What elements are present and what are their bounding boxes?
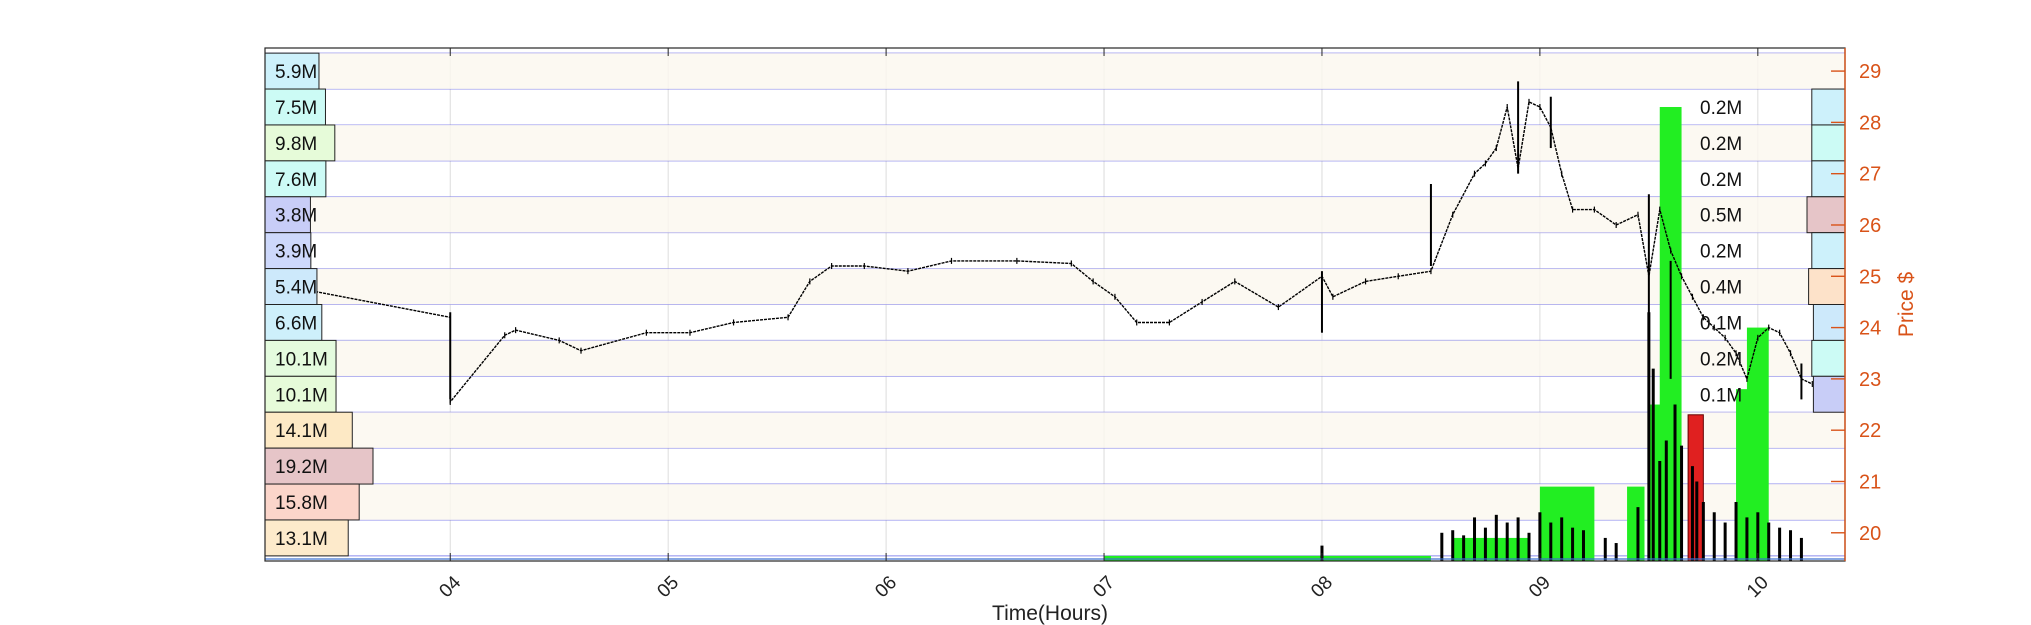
volume-block-green — [1452, 537, 1529, 561]
y-tick-label: 25 — [1859, 266, 1881, 288]
volume-block-green — [1746, 327, 1769, 561]
x-axis-label: Time(Hours) — [992, 602, 1108, 625]
volume-profile-bar — [1811, 160, 1846, 198]
volume-profile-label: 7.5M — [275, 98, 317, 119]
y-tick-label: 20 — [1859, 523, 1881, 545]
y-axis-label: Price $ — [1895, 272, 1918, 338]
volume-profile-bar — [264, 375, 337, 413]
volume-profile-label: 6.6M — [275, 313, 317, 334]
volume-profile-right: 0.2M 0.2M 0.2M 0.5M 0.2M 0.4M 0.1M 0.2M 0.1M — [1700, 88, 1846, 413]
x-tick-label: 05 — [653, 572, 683, 602]
y-tick-label: 24 — [1859, 318, 1881, 340]
volume-profile-label: 5.4M — [275, 278, 317, 299]
volume-profile-bar — [264, 88, 326, 126]
y-tick-label: 29 — [1859, 61, 1881, 83]
volume-profile-label: 10.1M — [275, 385, 328, 406]
volume-profile-bar — [1811, 88, 1846, 126]
volume-profile-label: 0.4M — [1700, 278, 1742, 299]
volume-profile-label: 9.8M — [275, 134, 317, 155]
volume-block-green — [1627, 486, 1645, 561]
price-level-band — [265, 124, 1845, 161]
volume-profile-bar — [264, 232, 312, 270]
volume-profile-bar — [1806, 196, 1846, 234]
volume-profile-bar — [264, 124, 336, 162]
volume-profile-label: 19.2M — [275, 457, 328, 478]
volume-profile-bar — [1811, 124, 1846, 162]
volume-block-green — [1539, 486, 1595, 561]
price-level-band — [265, 412, 1845, 449]
volume-profile-label: 0.2M — [1700, 349, 1742, 370]
price-level-band — [265, 484, 1845, 520]
volume-profile-bar — [1812, 375, 1846, 413]
price-line — [275, 100, 1813, 404]
volume-profile-label: 5.9M — [275, 62, 317, 83]
volume-profile-label: 0.5M — [1700, 206, 1742, 227]
y-tick-label: 23 — [1859, 369, 1881, 391]
y-tick-label: 28 — [1859, 112, 1881, 134]
volume-profile-label: 13.1M — [275, 529, 328, 550]
x-tick-label: 07 — [1089, 572, 1119, 602]
y-tick-label: 22 — [1859, 420, 1881, 442]
price-level-band — [265, 340, 1845, 377]
y-tick-label: 21 — [1859, 471, 1881, 493]
volume-profile-bar — [1808, 268, 1846, 305]
x-tick-label: 08 — [1307, 572, 1337, 602]
volume-profile-bar — [264, 483, 360, 521]
volume-profile-label: 0.1M — [1700, 385, 1742, 406]
price-series — [275, 81, 1813, 405]
volume-profile-label: 0.1M — [1700, 313, 1742, 334]
price-level-band — [265, 268, 1845, 305]
volume-profile-label: 0.2M — [1700, 98, 1742, 119]
volume-profile-label: 3.9M — [275, 242, 317, 263]
volume-profile-bar — [1811, 339, 1846, 377]
price-level-band — [265, 53, 1845, 90]
volume-profile-label: 0.2M — [1700, 134, 1742, 155]
volume-profile-bar — [1812, 304, 1846, 341]
volume-profile-left: 5.9M 7.5M 9.8M 7.6M 3.8M 3.9M 5.4M 6.6M 10.1M 10.… — [264, 52, 374, 557]
x-tick-label: 10 — [1743, 572, 1773, 602]
volume-profile-label: 14.1M — [275, 421, 328, 442]
volume-profile-label: 0.2M — [1700, 170, 1742, 191]
volume-profile-label: 7.6M — [275, 170, 317, 191]
x-tick-label: 06 — [871, 572, 901, 602]
y-axis-ticks: 20 21 22 23 24 25 26 27 28 29 — [1831, 48, 1881, 561]
volume-profile-label: 10.1M — [275, 349, 328, 370]
volume-profile-label: 3.8M — [275, 206, 317, 227]
x-tick-label: 04 — [435, 572, 465, 602]
price-level-band — [265, 196, 1845, 233]
y-tick-label: 27 — [1859, 164, 1881, 186]
volume-profile-label: 0.2M — [1700, 242, 1742, 263]
x-tick-label: 09 — [1525, 572, 1555, 602]
volume-profile-bar — [264, 519, 349, 557]
price-level-lines — [265, 52, 1845, 557]
volume-profile-bar — [1811, 232, 1846, 270]
volume-profile-bar — [264, 411, 353, 449]
volume-profile-bar — [264, 196, 311, 234]
volume-profile-label: 15.8M — [275, 493, 328, 514]
y-tick-label: 26 — [1859, 215, 1881, 237]
